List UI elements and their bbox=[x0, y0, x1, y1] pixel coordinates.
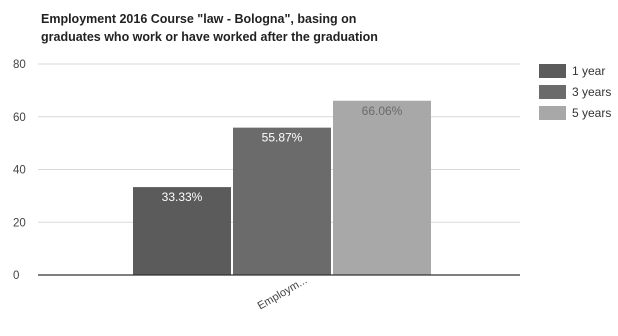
chart-title-line-2: graduates who work or have worked after … bbox=[41, 30, 378, 44]
data-label: 33.33% bbox=[162, 190, 203, 204]
x-category-label: Employm... bbox=[256, 274, 310, 312]
bar-3 bbox=[333, 100, 431, 275]
bar-1 bbox=[133, 187, 231, 275]
legend-label: 3 years bbox=[572, 85, 611, 99]
chart-title-line-1: Employment 2016 Course "law - Bologna", … bbox=[41, 12, 357, 26]
legend-label: 5 years bbox=[572, 106, 611, 120]
data-label: 66.06% bbox=[362, 104, 403, 118]
bar-2 bbox=[233, 127, 331, 275]
y-tick-label: 20 bbox=[13, 217, 26, 229]
y-tick-label: 60 bbox=[13, 112, 26, 124]
data-label: 55.87% bbox=[262, 131, 303, 145]
legend-swatch-1 bbox=[539, 64, 566, 78]
legend-swatch-3 bbox=[539, 106, 566, 120]
y-tick-label: 80 bbox=[13, 59, 26, 71]
y-tick-label: 40 bbox=[13, 165, 26, 177]
legend-swatch-2 bbox=[539, 85, 566, 99]
legend-label: 1 year bbox=[572, 64, 605, 78]
y-tick-label: 0 bbox=[13, 270, 19, 282]
